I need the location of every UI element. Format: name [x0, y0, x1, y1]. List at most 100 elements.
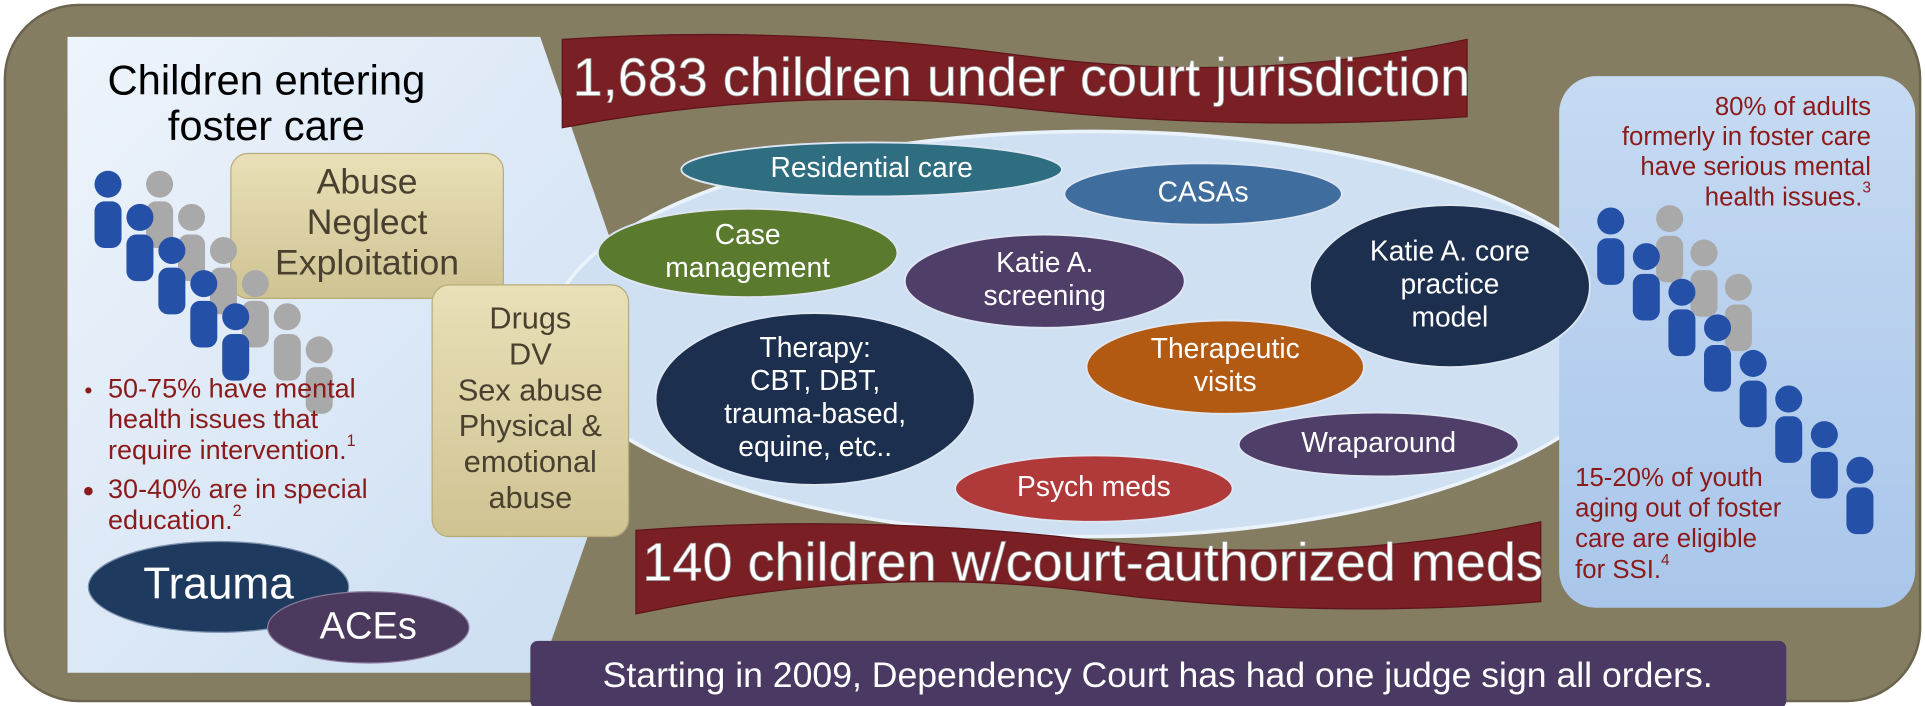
panel-title: Children entering — [107, 57, 425, 104]
person-icon — [1656, 236, 1683, 283]
side-note-line: for SSI. — [1575, 556, 1661, 584]
box-text: Sex abuse — [458, 372, 603, 407]
side-note: 80% of adults — [1715, 93, 1871, 121]
bullet-text: health issues that — [108, 404, 319, 434]
bullet-text-line: 30-40% are in special — [108, 474, 368, 504]
person-icon — [1775, 416, 1802, 463]
person-icon — [95, 201, 122, 248]
box-text: Neglect — [307, 202, 428, 242]
side-note-line: health issues. — [1705, 183, 1863, 211]
bullet-text: 50-75% have mental — [108, 374, 356, 404]
person-icon — [158, 237, 185, 264]
person-icon — [190, 270, 217, 297]
banner-text: 140 children w/court-authorized meds — [642, 532, 1542, 592]
person-icon — [222, 303, 249, 330]
oval-text: Trauma — [143, 560, 294, 609]
side-note: aging out of foster — [1575, 494, 1782, 522]
person-icon — [1668, 279, 1695, 306]
bullet-text-line: 50-75% have mental — [108, 374, 356, 404]
side-note: for SSI.4 — [1575, 552, 1670, 584]
person-icon — [1656, 205, 1683, 232]
person-icon — [1633, 274, 1660, 321]
person-icon — [146, 171, 173, 198]
box-text: Abuse — [317, 162, 418, 202]
person-icon — [1725, 274, 1752, 301]
oval-text: Therapeutic — [1151, 332, 1300, 364]
person-icon — [158, 268, 185, 315]
oval-text: visits — [1194, 365, 1257, 397]
bullet-text-line: health issues that — [108, 404, 319, 434]
footnote-mark: 3 — [1862, 180, 1871, 197]
oval-text: model — [1411, 301, 1488, 333]
side-note: 15-20% of youth — [1575, 464, 1763, 492]
panel-title: foster care — [168, 102, 365, 149]
oval-text: Therapy: — [759, 331, 870, 363]
person-icon — [190, 301, 217, 348]
oval-text: Case — [715, 218, 781, 250]
oval-text: Residential care — [770, 151, 972, 183]
oval-text: Psych meds — [1017, 470, 1171, 502]
oval-text: Wraparound — [1301, 426, 1456, 458]
side-note-line: 15-20% of youth — [1575, 464, 1763, 492]
oval-text: trauma-based, — [724, 397, 906, 429]
box-text: abuse — [489, 480, 573, 515]
side-note: health issues.3 — [1705, 180, 1871, 212]
person-icon — [274, 303, 301, 330]
person-icon — [1597, 208, 1624, 235]
footnote-mark: 4 — [1661, 552, 1670, 569]
oval-text: CASAs — [1158, 175, 1249, 207]
oval-text: screening — [984, 279, 1106, 311]
person-icon — [1775, 386, 1802, 413]
oval-text: equine, etc.. — [738, 430, 892, 462]
person-icon — [1704, 314, 1731, 341]
person-icon — [95, 171, 122, 198]
oval-text: Katie A. — [996, 246, 1093, 278]
bullet-text-line: education. — [108, 505, 233, 535]
side-note-line: 80% of adults — [1715, 93, 1871, 121]
bullet-text: education.2 — [108, 502, 242, 535]
bullet-text: require intervention.1 — [108, 432, 356, 465]
bullet-text-line: require intervention. — [108, 435, 347, 465]
person-icon — [1846, 457, 1873, 484]
side-note: formerly in foster care — [1622, 123, 1871, 151]
footer-text: Starting in 2009, Dependency Court has h… — [603, 655, 1713, 695]
oval-text: ACEs — [320, 606, 417, 648]
oval-text: management — [665, 251, 830, 283]
box-text: Drugs — [489, 301, 571, 336]
side-note: have serious mental — [1640, 153, 1871, 181]
person-icon — [1740, 350, 1767, 377]
oval-text: CBT, DBT, — [750, 364, 880, 396]
person-icon — [1740, 381, 1767, 428]
person-icon — [1633, 243, 1660, 270]
banner-text: 1,683 children under court jurisdiction — [573, 47, 1471, 107]
person-icon — [242, 270, 269, 297]
side-note-line: aging out of foster — [1575, 494, 1782, 522]
box-text: emotional — [464, 444, 597, 479]
box-text: Physical & — [459, 408, 602, 443]
bullet — [84, 487, 93, 496]
side-note: care are eligible — [1575, 525, 1757, 553]
box-text: DV — [509, 336, 552, 371]
bullet — [85, 387, 91, 393]
person-icon — [306, 336, 333, 363]
bullet-text: 30-40% are in special — [108, 474, 368, 504]
person-icon — [126, 204, 153, 231]
side-note-line: have serious mental — [1640, 153, 1871, 181]
person-icon — [210, 237, 237, 264]
person-icon — [126, 235, 153, 282]
person-icon — [1704, 345, 1731, 392]
person-icon — [1691, 239, 1718, 266]
oval-text: Katie A. core — [1370, 234, 1530, 266]
person-icon — [1811, 452, 1838, 499]
person-icon — [1846, 487, 1873, 534]
person-icon — [1597, 238, 1624, 285]
footnote-mark: 1 — [347, 432, 356, 450]
page: Children enteringfoster care AbuseNeglect… — [0, 0, 1925, 706]
person-icon — [1668, 309, 1695, 356]
box-text: Exploitation — [275, 243, 459, 283]
side-note-line: care are eligible — [1575, 525, 1757, 553]
footnote-mark: 2 — [233, 502, 242, 520]
side-note-line: formerly in foster care — [1622, 123, 1871, 151]
person-icon — [1811, 421, 1838, 448]
oval-text: practice — [1400, 268, 1499, 300]
